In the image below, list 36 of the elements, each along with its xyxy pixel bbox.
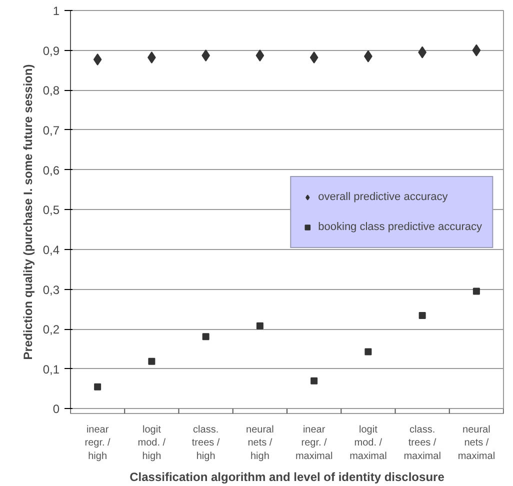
x-tick-label: logit mod. / maximal	[350, 424, 387, 462]
x-tick-label: class. trees / maximal	[404, 424, 441, 462]
x-tick-label: inear regr. / maximal	[295, 424, 333, 462]
x-axis-title: Classification algorithm and level of identity disclosure	[130, 470, 445, 484]
y-tick-label: 0,7	[42, 123, 60, 138]
x-tick-label: neural nets / maximal	[458, 424, 496, 462]
point	[310, 377, 318, 384]
y-tick-label: 0,2	[42, 322, 60, 337]
y-tick-label: 0,8	[42, 84, 60, 98]
point	[93, 53, 102, 66]
point	[148, 358, 156, 365]
y-axis-title: Prediction quality (purchase I. some future session)	[20, 64, 35, 360]
legend-label: overall predictive accuracy	[318, 190, 448, 202]
point	[310, 51, 318, 64]
x-tick-label: logit mod. / high	[138, 424, 166, 462]
point	[256, 50, 264, 62]
y-tick-label: 0,3	[42, 282, 60, 297]
point	[364, 348, 372, 356]
point	[418, 312, 426, 320]
y-tick-label: 0	[52, 402, 60, 416]
y-tick-label: 0,1	[42, 362, 60, 376]
legend-label: booking class predictive accuracy	[318, 220, 482, 232]
x-tick-label: inear regr. / high	[84, 424, 111, 462]
point	[472, 288, 480, 295]
y-tick-label: 0,5	[42, 203, 60, 218]
point	[256, 322, 264, 330]
y-tick-label: 0,4	[42, 242, 60, 257]
y-tick-label: 1	[52, 4, 60, 18]
point	[202, 333, 210, 340]
point	[472, 44, 481, 56]
x-tick-label: neural nets / high	[246, 424, 274, 462]
x-tick-label: class. trees / high	[192, 424, 220, 462]
point	[94, 383, 102, 390]
y-tick-label: 0,6	[42, 163, 60, 178]
point	[202, 50, 210, 62]
y-tick-label: 0,9	[42, 44, 60, 58]
